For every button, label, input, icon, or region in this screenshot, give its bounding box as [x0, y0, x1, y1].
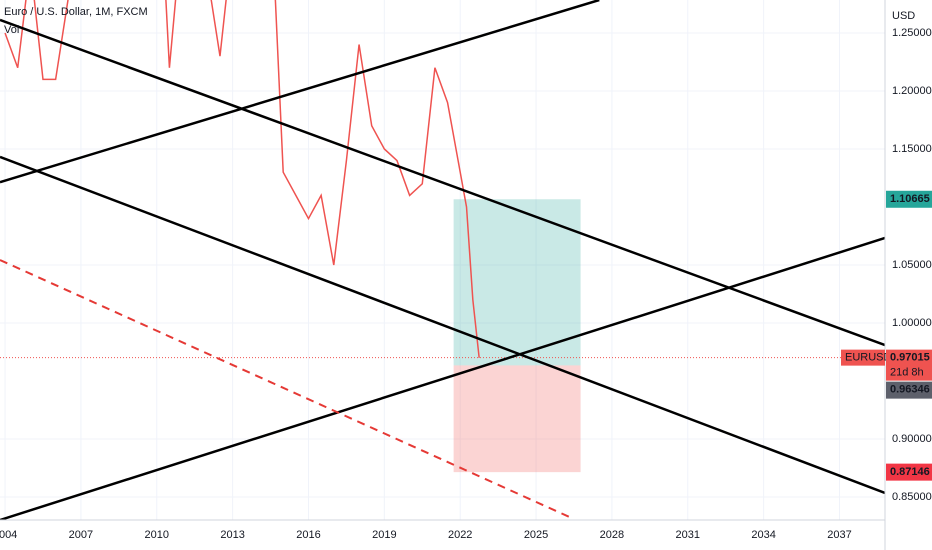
y-tick-label: 0.85000 — [892, 491, 932, 503]
x-tick-label: 2016 — [296, 529, 320, 541]
x-tick-label: 2007 — [69, 529, 93, 541]
x-tick-label: 2037 — [827, 529, 851, 541]
trendline — [0, 236, 885, 520]
y-tick-label: 1.25000 — [892, 27, 932, 39]
x-tick-label: 2028 — [600, 529, 624, 541]
price-line — [4, 0, 480, 358]
trendline — [0, 155, 885, 495]
chart-title: Euro / U.S. Dollar, 1M, FXCM — [4, 6, 148, 18]
x-tick-label: 2010 — [145, 529, 169, 541]
y-tick-label: 0.90000 — [892, 433, 932, 445]
plot-area — [0, 0, 885, 520]
target-label: 1.10665 — [890, 193, 930, 205]
x-tick-label: 2034 — [751, 529, 775, 541]
entry-label: 0.96346 — [890, 384, 930, 396]
x-tick-label: 2004 — [0, 529, 17, 541]
axes: 0.85000 0.90000 1.00000 1.05000 1.15000 1.200… — [0, 27, 932, 541]
y-tick-label: 1.20000 — [892, 85, 932, 97]
y-tick-label: 1.15000 — [892, 143, 932, 155]
x-tick-label: 2025 — [524, 529, 548, 541]
axis-unit: USD — [892, 10, 915, 22]
indicator-label: Vol — [4, 24, 19, 36]
y-tick-label: 1.00000 — [892, 317, 932, 329]
x-tick-label: 2013 — [220, 529, 244, 541]
trendline — [0, 18, 885, 347]
last-price-bg — [886, 349, 932, 381]
y-tick-label: 1.05000 — [892, 259, 932, 271]
x-tick-label: 2022 — [448, 529, 472, 541]
grid — [0, 0, 885, 520]
stop-label-bg — [886, 463, 932, 481]
countdown-label: 21d 8h — [890, 367, 924, 379]
symbol-label: EURUSD — [845, 352, 892, 364]
trendline — [0, 259, 571, 519]
entry-label-bg — [886, 381, 932, 399]
symbol-label-bg — [841, 349, 885, 366]
stop-label: 0.87146 — [890, 466, 930, 478]
loss-zone — [453, 365, 581, 473]
trendline — [0, 0, 600, 184]
target-label-bg — [886, 190, 932, 208]
last-price-label: 0.97015 — [890, 352, 930, 364]
x-tick-label: 2031 — [676, 529, 700, 541]
x-tick-label: 2019 — [372, 529, 396, 541]
